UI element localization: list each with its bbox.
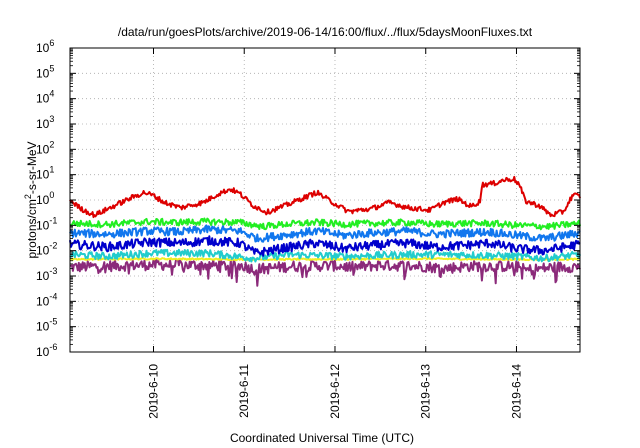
series-line-1 — [69, 217, 581, 231]
y-tick-base: 10 — [36, 92, 50, 106]
y-label-part-2: -s-sr-MeV — [25, 141, 39, 194]
y-tick-label: 10-2 — [36, 241, 57, 258]
y-label-superscript: 2 — [23, 194, 33, 199]
y-tick-exponent: 5 — [49, 63, 54, 73]
y-tick-label: 10-4 — [36, 291, 57, 308]
y-tick-label: 10-6 — [36, 342, 57, 359]
y-tick-base: 10 — [36, 345, 50, 359]
y-tick-exponent: -2 — [49, 241, 57, 251]
series-line-5 — [69, 257, 581, 262]
y-tick-label: 10-5 — [36, 317, 57, 334]
chart-title: /data/run/goesPlots/archive/2019-06-14/1… — [118, 25, 533, 39]
y-tick-label: 10-3 — [36, 266, 57, 283]
x-tick-label: 2019-6-11 — [237, 364, 251, 418]
y-tick-label: 100 — [36, 190, 54, 207]
series-line-6 — [69, 258, 581, 287]
y-tick-exponent: -5 — [49, 317, 57, 327]
y-label-part-1: protons/cm — [25, 199, 39, 258]
x-axis-label: Coordinated Universal Time (UTC) — [230, 431, 414, 445]
y-tick-base: 10 — [36, 66, 50, 80]
y-tick-label: 104 — [36, 89, 54, 106]
plot-frame — [69, 47, 581, 353]
y-tick-label: 105 — [36, 63, 54, 80]
y-tick-exponent: 6 — [49, 38, 54, 48]
y-tick-label: 103 — [36, 114, 54, 131]
series-line-4 — [69, 248, 581, 263]
y-tick-base: 10 — [36, 218, 50, 232]
y-tick-exponent: 2 — [49, 139, 54, 149]
grid-lines — [70, 48, 580, 352]
y-tick-base: 10 — [36, 193, 50, 207]
y-tick-exponent: 4 — [49, 89, 54, 99]
y-tick-base: 10 — [36, 269, 50, 283]
series-line-2 — [69, 224, 581, 243]
y-tick-exponent: 1 — [49, 165, 54, 175]
y-tick-label: 106 — [36, 38, 54, 55]
axes-frame — [69, 47, 581, 353]
y-tick-exponent: 0 — [49, 190, 54, 200]
y-tick-base: 10 — [36, 244, 50, 258]
y-tick-base: 10 — [36, 294, 50, 308]
x-tick-label: 2019-6-10 — [146, 364, 160, 419]
data-series — [69, 175, 581, 287]
y-tick-base: 10 — [36, 320, 50, 334]
y-tick-label: 101 — [36, 165, 54, 182]
y-tick-exponent: -1 — [49, 215, 57, 225]
y-tick-label: 10-1 — [36, 215, 57, 232]
y-tick-base: 10 — [36, 168, 50, 182]
y-tick-exponent: -4 — [49, 291, 57, 301]
x-tick-label: 2019-6-13 — [419, 364, 433, 419]
y-tick-labels: 10-610-510-410-310-210-11001011021031041… — [36, 38, 57, 359]
x-tick-labels: 2019-6-10 2019-6-11 2019-6-12 2019-6-13 2019… — [146, 364, 523, 419]
y-tick-base: 10 — [36, 142, 50, 156]
y-axis-label: protons/cm2-s-sr-MeV — [23, 141, 39, 258]
y-tick-base: 10 — [36, 41, 50, 55]
y-tick-exponent: -3 — [49, 266, 57, 276]
y-tick-base: 10 — [36, 117, 50, 131]
y-tick-exponent: 3 — [49, 114, 54, 124]
x-tick-label: 2019-6-12 — [328, 364, 342, 419]
y-tick-label: 102 — [36, 139, 54, 156]
series-line-3 — [69, 235, 581, 257]
y-tick-exponent: -6 — [49, 342, 57, 352]
x-tick-label: 2019-6-14 — [509, 364, 523, 419]
series-line-0 — [69, 175, 581, 219]
